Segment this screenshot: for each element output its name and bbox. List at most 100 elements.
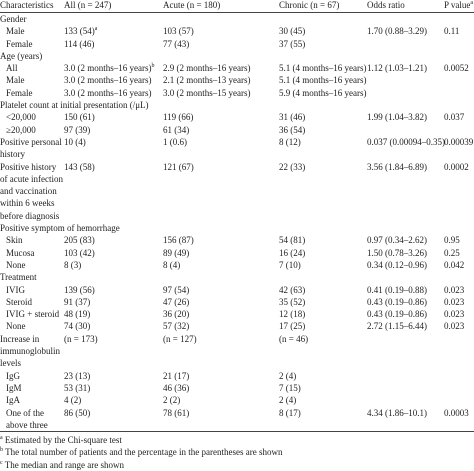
cell: 1.12 (1.03–1.21) — [367, 63, 427, 74]
cell: 114 (46) — [64, 38, 95, 49]
row-label: IVIG — [6, 284, 25, 295]
cell: 0.023 — [444, 309, 465, 320]
cell — [444, 124, 474, 136]
cell: 0.042 — [444, 259, 465, 270]
row-label: Male — [6, 75, 25, 86]
footnote: c The median and range are shown — [0, 459, 474, 471]
cell: 17 (25) — [279, 321, 306, 332]
cell — [444, 394, 474, 406]
cell — [444, 333, 474, 370]
cell: 7 (10) — [279, 259, 301, 270]
cell: 0.43 (0.19–0.86) — [367, 309, 427, 320]
cell-text: 3.0 (2 months–16 years) — [64, 63, 152, 74]
cell: 97 (54) — [163, 284, 190, 295]
cell: 2.1 (2 months–13 years) — [163, 75, 251, 86]
cell: 121 (67) — [163, 161, 194, 172]
cell: 119 (66) — [163, 112, 194, 123]
section-label: Treatment — [0, 272, 37, 283]
cell: 103 (57) — [163, 26, 194, 37]
cell: 8 (12) — [279, 136, 301, 147]
table-row: One of the above three 86 (50) 78 (61) 8 (1… — [0, 407, 474, 432]
cell — [367, 333, 444, 370]
table-row: <20,000 150 (61) 119 (66) 31 (46) 1.99 (1.04… — [0, 111, 474, 123]
row-label: Male — [6, 26, 25, 37]
cell: 156 (87) — [163, 235, 194, 246]
cell-text: Odds ratio — [367, 0, 405, 10]
section-label: Platelet count at initial presentation (… — [0, 100, 149, 111]
cell — [444, 38, 474, 50]
cell: 0.023 — [444, 284, 465, 295]
cell: 0.023 — [444, 321, 465, 332]
cell: 16 (24) — [279, 247, 306, 258]
cell: 3.56 (1.84–6.89) — [367, 161, 427, 172]
cell: 5.9 (4 months–16 years) — [279, 87, 367, 98]
cell: 0.34 (0.12–0.96) — [367, 259, 427, 270]
table-row: None 8 (3) 8 (4) 7 (10) 0.34 (0.12–0.96) 0.04… — [0, 259, 474, 271]
cell: 53 (31) — [64, 382, 91, 393]
footnotes: a Estimated by the Chi-square test b The … — [0, 434, 474, 471]
cell-text: All (n = 247) — [64, 0, 112, 10]
cell: 30 (45) — [279, 26, 306, 37]
cell: (n = 127) — [163, 333, 197, 344]
cell: 0.037 — [444, 112, 465, 123]
cell: 21 (17) — [163, 370, 190, 381]
table-row: Gender — [0, 13, 474, 26]
row-label: None — [6, 259, 26, 270]
row-label: All — [6, 63, 18, 74]
cell — [367, 382, 444, 394]
cell — [367, 124, 444, 136]
table-row: Platelet count at initial presentation (… — [0, 99, 474, 111]
cell: 103 (42) — [64, 247, 95, 258]
cell: 22 (33) — [279, 161, 306, 172]
cell: 48 (19) — [64, 309, 91, 320]
cell-text: Chronic (n = 67) — [279, 0, 340, 10]
cell: 46 (36) — [163, 382, 190, 393]
row-label: Positive history of acute infection and … — [0, 161, 63, 221]
row-label: IVIG + steroid — [6, 309, 60, 320]
cell — [444, 370, 474, 382]
table-row: Mucosa 103 (42) 89 (49) 16 (24) 1.50 (0.78–3… — [0, 247, 474, 259]
cell: 4 (2) — [64, 395, 82, 406]
cell: 4.34 (1.86–10.1) — [367, 407, 427, 418]
table-row: Male 3.0 (2 months–16 years) 2.1 (2 months… — [0, 74, 474, 86]
cell: 10 (4) — [64, 136, 86, 147]
cell: 1.70 (0.88–3.29) — [367, 26, 427, 37]
row-label: IgM — [6, 382, 22, 393]
row-label: Female — [6, 38, 33, 49]
cell: 97 (39) — [64, 124, 91, 135]
cell: 0.41 (0.19–0.88) — [367, 284, 427, 295]
footnote: a Estimated by the Chi-square test — [0, 434, 474, 446]
cell: 2 (4) — [279, 395, 297, 406]
cell: 3.0 (2 months–16 years) — [64, 75, 152, 86]
footnote-text: Estimated by the Chi-square test — [4, 435, 122, 446]
cell-text: Acute (n = 180) — [163, 0, 221, 10]
cell: 0.97 (0.34–2.62) — [367, 235, 427, 246]
cell: 7 (15) — [279, 382, 301, 393]
cell: 1.99 (1.04–3.82) — [367, 112, 427, 123]
cell: 1 (0.6) — [163, 136, 187, 147]
cell — [367, 370, 444, 382]
cell: 91 (37) — [64, 296, 91, 307]
row-label: Steroid — [6, 296, 32, 307]
section-label: Positive symptom of hemorrhage — [0, 223, 120, 234]
cell: 54 (81) — [279, 235, 306, 246]
footnote-text: The median and range are shown — [4, 459, 124, 470]
table-row: Male 133 (54)a 103 (57) 30 (45) 1.70 (0.88–3… — [0, 25, 474, 37]
cell: 12 (18) — [279, 309, 306, 320]
table-row: None 74 (30) 57 (32) 17 (25) 2.72 (1.15–6.44… — [0, 320, 474, 332]
cell — [444, 87, 474, 99]
cell: 0.95 — [444, 235, 460, 246]
cell-text: Characteristics — [0, 0, 54, 10]
section-label: Age (years) — [0, 50, 43, 61]
cell: 150 (61) — [64, 112, 95, 123]
cell: 31 (46) — [279, 112, 306, 123]
column-header: Acute (n = 180) — [163, 0, 279, 13]
row-label: Mucosa — [6, 247, 35, 258]
column-header: All (n = 247) — [64, 0, 163, 13]
row-label: IgG — [6, 370, 20, 381]
cell: 57 (32) — [163, 321, 190, 332]
cell: 8 (4) — [163, 259, 181, 270]
column-header: P valuea — [444, 0, 474, 13]
table-header: Characteristics All (n = 247) Acute (n = 1… — [0, 0, 474, 13]
cell: 8 (17) — [279, 407, 301, 418]
